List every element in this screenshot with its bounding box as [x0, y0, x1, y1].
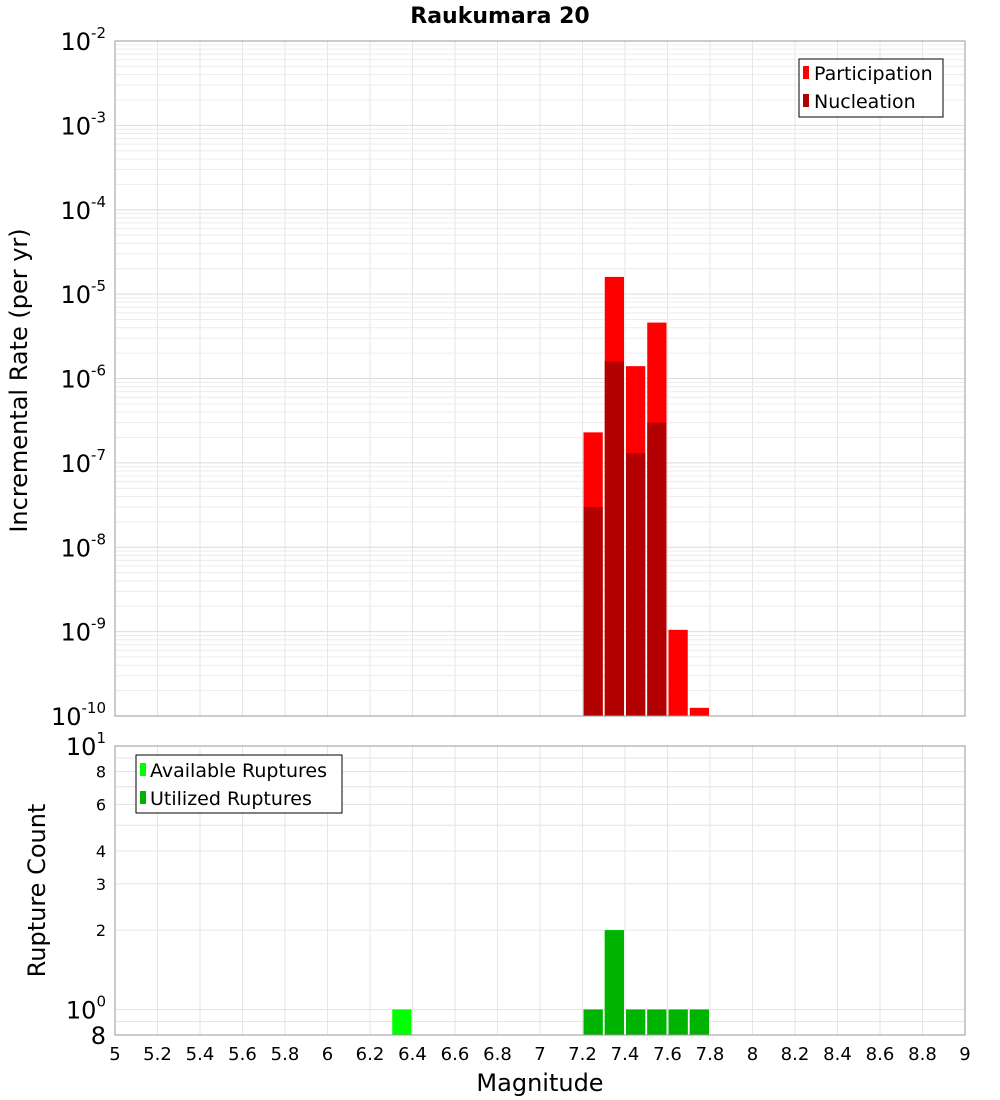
magnitude-x-tick-label: 5.4: [186, 1044, 215, 1065]
magnitude-x-tick-label: 5: [109, 1044, 120, 1065]
rupture-y-minor-tick-label: 4: [96, 842, 106, 861]
legend-swatch: [140, 791, 146, 804]
magnitude-x-tick-label: 5.6: [228, 1044, 257, 1065]
utilized-ruptures-bar: [626, 1009, 646, 1035]
rupture-y-minor-tick-label: 8: [91, 1022, 106, 1050]
magnitude-x-tick-label: 9: [959, 1044, 970, 1065]
rate-y-tick-label: 10-4: [60, 193, 106, 225]
rate-y-tick-label: 10-10: [51, 699, 106, 731]
rate-y-tick-label: 10-5: [60, 277, 106, 309]
rupture-y-tick-label: 100: [66, 992, 106, 1024]
rate-legend: Participation Nucleation: [798, 58, 944, 118]
nucleation-bar: [626, 453, 646, 716]
nucleation-bar: [604, 361, 624, 716]
nucleation-bar: [583, 506, 603, 716]
magnitude-x-tick-label: 6: [322, 1044, 333, 1065]
rate-y-tick-label: 10-9: [60, 615, 106, 647]
magnitude-x-tick-label: 8: [747, 1044, 758, 1065]
rupture-bars: [392, 930, 709, 1035]
rate-grid: [114, 41, 966, 717]
magnitude-x-tick-label: 8.4: [823, 1044, 852, 1065]
legend-label: Nucleation: [814, 91, 916, 113]
utilized-ruptures-bar: [583, 1009, 603, 1035]
rupture-y-axis-label: Rupture Count: [23, 804, 51, 978]
legend-swatch: [803, 66, 809, 79]
rupture-count-panel: 100 101 8 2 3 4 6 8 5 5.2 5.4 5.6 5.8 6 6.2 6.4 6.6 6.8 7…: [23, 729, 971, 1097]
rupture-legend: Available Ruptures Utilized Ruptures: [135, 754, 343, 814]
magnitude-x-tick-label: 7.6: [653, 1044, 682, 1065]
rupture-y-minor-tick-label: 6: [96, 795, 106, 814]
rate-plot-frame: [114, 40, 966, 717]
rate-y-tick-label: 10-2: [60, 24, 106, 56]
rupture-y-minor-tick-label: 2: [96, 921, 106, 940]
rate-panel: 10-10 10-9 10-8 10-7 10-6 10-5 10-4 10-3 10-2 In…: [5, 24, 966, 731]
magnitude-x-tick-label: 6.6: [441, 1044, 470, 1065]
magnitude-x-ticks: 5 5.2 5.4 5.6 5.8 6 6.2 6.4 6.6 6.8 7 7.2 7.4 7.6 7.8 8…: [109, 1044, 970, 1065]
rate-y-ticks: 10-10 10-9 10-8 10-7 10-6 10-5 10-4 10-3 10-2: [51, 24, 106, 731]
magnitude-x-tick-label: 6.2: [356, 1044, 385, 1065]
magnitude-x-tick-label: 8.8: [908, 1044, 937, 1065]
magnitude-x-tick-label: 8.2: [781, 1044, 810, 1065]
rate-y-axis-label: Incremental Rate (per yr): [5, 228, 33, 532]
magnitude-x-tick-label: 7.8: [696, 1044, 725, 1065]
utilized-ruptures-bar: [604, 930, 624, 1035]
magnitude-x-axis-label: Magnitude: [476, 1069, 603, 1097]
utilized-ruptures-bar: [689, 1009, 709, 1035]
magnitude-x-tick-label: 5.8: [271, 1044, 300, 1065]
magnitude-x-tick-label: 8.6: [866, 1044, 895, 1065]
rate-y-tick-label: 10-7: [60, 446, 106, 478]
rupture-plot-frame: [114, 745, 966, 1036]
rate-y-tick-label: 10-8: [60, 530, 106, 562]
participation-bar: [668, 629, 688, 716]
magnitude-x-tick-label: 6.4: [398, 1044, 427, 1065]
participation-bar: [689, 707, 709, 716]
rupture-y-ticks: 100 101 8 2 3 4 6 8: [66, 729, 106, 1050]
rupture-y-minor-tick-label: 3: [96, 875, 106, 894]
magnitude-x-tick-label: 7.2: [568, 1044, 597, 1065]
legend-label: Utilized Ruptures: [150, 788, 312, 810]
legend-swatch: [140, 763, 146, 776]
magnitude-x-tick-label: 7.4: [611, 1044, 640, 1065]
magnitude-x-tick-label: 6.8: [483, 1044, 512, 1065]
rupture-legend-box: [135, 754, 343, 814]
rupture-y-minor-tick-label: 8: [96, 763, 106, 782]
legend-swatch: [803, 94, 809, 107]
legend-label: Available Ruptures: [150, 760, 327, 782]
rate-legend-box: [798, 58, 944, 118]
utilized-ruptures-bar: [668, 1009, 688, 1035]
legend-label: Participation: [814, 63, 933, 85]
rate-bars: [583, 276, 709, 716]
available-ruptures-bar: [392, 1009, 412, 1035]
rupture-y-tick-label: 101: [66, 729, 106, 761]
chart-title: Raukumara 20: [410, 4, 589, 29]
rate-y-tick-label: 10-6: [60, 362, 106, 394]
magnitude-x-tick-label: 7: [534, 1044, 545, 1065]
utilized-ruptures-bar: [647, 1009, 667, 1035]
magnitude-x-tick-label: 5.2: [143, 1044, 172, 1065]
nucleation-bar: [647, 422, 667, 716]
rate-y-tick-label: 10-3: [60, 108, 106, 140]
